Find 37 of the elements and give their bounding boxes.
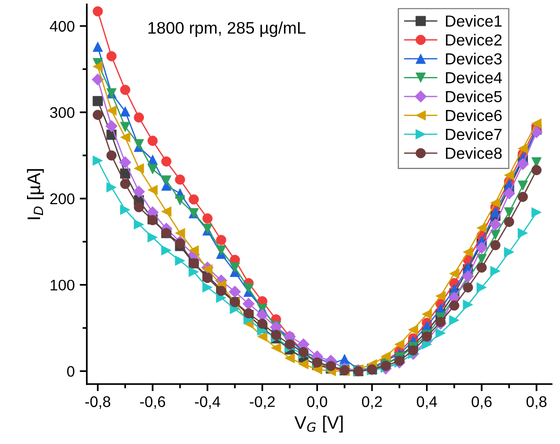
- x-tick-label: 0,4: [416, 396, 438, 409]
- x-tick-label: -0,2: [250, 396, 275, 409]
- point: [490, 240, 500, 250]
- x-tick-label: -0,8: [85, 396, 110, 409]
- point: [518, 192, 528, 202]
- y-tick-label: 100: [50, 280, 74, 291]
- y-tick-label: 0: [67, 366, 74, 377]
- point: [119, 156, 132, 168]
- legend-label: Device3: [446, 52, 502, 65]
- legend-label: Device4: [446, 72, 502, 84]
- x-tick-label: -0,4: [194, 396, 220, 409]
- x-tick-label: 0,0: [307, 396, 328, 409]
- y-tick-label: 300: [50, 107, 74, 118]
- point: [462, 246, 474, 258]
- legend-label: Device2: [446, 34, 502, 46]
- point: [202, 264, 213, 274]
- annotation: 1800 rpm, 285 µg/mL: [148, 22, 306, 38]
- y-axis-title: I$_{D}$ [µA]: [26, 169, 44, 220]
- legend-label: Device7: [446, 128, 502, 140]
- legend-label: Device5: [446, 90, 502, 102]
- x-tick-label: 0,8: [526, 396, 546, 409]
- x-tick-label: 0,6: [472, 396, 492, 409]
- point: [132, 186, 146, 198]
- point: [298, 359, 309, 370]
- y-tick-label: 200: [50, 193, 74, 204]
- point: [120, 106, 130, 116]
- point: [531, 118, 542, 129]
- legend-label: Device6: [446, 109, 502, 122]
- point: [174, 256, 186, 266]
- x-axis-title: V$_{G}$ [V]: [294, 416, 343, 432]
- x-tick-label: -0,6: [140, 396, 166, 409]
- y-tick-label: 400: [50, 20, 74, 32]
- x-tick-label: 0,2: [362, 396, 382, 409]
- legend-label: Device1: [446, 15, 502, 27]
- point: [106, 105, 117, 116]
- point: [92, 110, 103, 120]
- legend-label: Device8: [446, 147, 502, 159]
